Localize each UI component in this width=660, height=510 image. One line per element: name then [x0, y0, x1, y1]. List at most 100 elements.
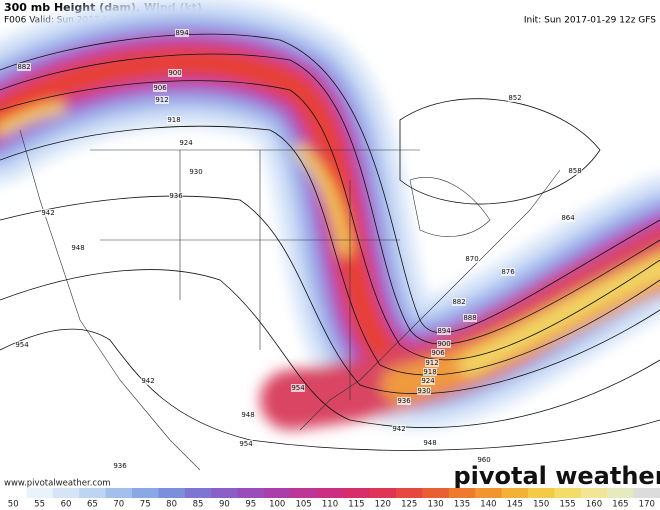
colorbar-swatch	[580, 488, 608, 498]
contour-label-bg	[421, 377, 435, 385]
contour-label-bg	[291, 384, 305, 392]
colorbar-swatch	[0, 488, 27, 498]
colorbar-swatch	[211, 488, 239, 498]
contour-label-bg	[568, 167, 582, 175]
colorbar-label: 160	[586, 500, 602, 510]
contour-label-bg	[423, 368, 437, 376]
contour-label: 906	[431, 349, 445, 357]
colorbar-label: 145	[507, 500, 523, 510]
colorbar-swatch	[316, 488, 344, 498]
contour-label: 924	[421, 377, 435, 385]
contour-label: 894	[437, 327, 451, 335]
contour-label-bg	[392, 425, 406, 433]
init-time: Init: Sun 2017-01-29 12z GFS	[524, 16, 656, 26]
colorbar-swatch	[343, 488, 371, 498]
watermark: pivotal weather	[453, 462, 660, 490]
colorbar-label: 110	[322, 500, 338, 510]
contour-label-bg	[17, 63, 31, 71]
height-contours	[0, 33, 660, 451]
contour-label-bg	[141, 377, 155, 385]
colorbar-swatch	[501, 488, 529, 498]
contour-label-bg	[189, 168, 203, 176]
colorbar-swatch	[369, 488, 397, 498]
colorbar-swatch	[26, 488, 54, 498]
colorbar-label: 85	[193, 500, 204, 510]
contour-label-bg	[113, 462, 127, 470]
contour-label: 930	[189, 168, 202, 176]
contour-label: 876	[501, 268, 515, 276]
contour-label: 912	[425, 359, 438, 367]
colorbar-label: 60	[61, 500, 72, 510]
colorbar-swatch	[607, 488, 635, 498]
wind-shading	[0, 0, 660, 430]
colorbar-swatch	[105, 488, 133, 498]
contour-label: 942	[392, 425, 405, 433]
contour-label: 936	[397, 397, 411, 405]
colorbar-label: 155	[559, 500, 575, 510]
colorbar-label: 65	[87, 500, 98, 510]
contour-label-bg	[417, 387, 431, 395]
colorbar-label: 130	[427, 500, 443, 510]
contour-label: 900	[168, 69, 181, 77]
contour-label: 948	[241, 411, 254, 419]
contour-label-bg	[431, 349, 445, 357]
colorbar-label: 90	[219, 500, 230, 510]
contour-label-bg	[153, 84, 167, 92]
contour-label-bg	[477, 456, 491, 464]
contour-label: 858	[568, 167, 581, 175]
colorbar-swatch	[158, 488, 186, 498]
colorbar-label: 135	[454, 500, 470, 510]
contour-label-bg	[179, 139, 193, 147]
contour-label: 906	[153, 84, 167, 92]
colorbar-swatch	[396, 488, 423, 498]
contour-label: 942	[141, 377, 154, 385]
contour-label: 900	[437, 340, 450, 348]
contour-label: 954	[291, 384, 305, 392]
colorbar-swatch	[554, 488, 582, 498]
website: www.pivotalweather.com	[4, 479, 111, 489]
colorbar-swatch	[52, 488, 80, 498]
colorbar-label: 75	[140, 500, 151, 510]
contour-label-bg	[239, 440, 253, 448]
contour-label: 912	[155, 96, 168, 104]
colorbar-label: 70	[113, 500, 124, 510]
contour-label: 936	[113, 462, 127, 470]
contour-label: 924	[179, 139, 193, 147]
map: 8828949009069129189249309369429489548528…	[0, 0, 660, 488]
contour-label-bg	[175, 29, 189, 37]
contour-label: 954	[15, 341, 29, 349]
colorbar-swatch	[79, 488, 107, 498]
contour-label: 918	[423, 368, 436, 376]
colorbar: 50 55 60 65 70 75 80 85 90 95 100 105 110 115 120 125 13…	[0, 488, 660, 510]
colorbar-label: 95	[245, 500, 256, 510]
contour-label: 864	[561, 214, 575, 222]
contour-label-bg	[71, 244, 85, 252]
contour-label-bg	[465, 255, 479, 263]
contour-label-bg	[168, 69, 182, 77]
contour-label-bg	[15, 341, 29, 349]
contour-label-bg	[155, 96, 169, 104]
colorbar-label: 170	[639, 500, 655, 510]
contour-label: 894	[175, 29, 189, 37]
contour-label-bg	[561, 214, 575, 222]
contour-label: 852	[508, 94, 521, 102]
colorbar-swatch	[264, 488, 291, 498]
contour-label-bg	[452, 298, 466, 306]
colorbar-label: 125	[401, 500, 417, 510]
colorbar-swatch	[528, 488, 555, 498]
contour-label-bg	[437, 327, 451, 335]
colorbar-label: 80	[166, 500, 177, 510]
colorbar-label: 140	[480, 500, 496, 510]
colorbar-label: 55	[34, 500, 45, 510]
contour-label: 870	[465, 255, 478, 263]
colorbar-label: 120	[375, 500, 391, 510]
contour-label: 936	[169, 192, 183, 200]
colorbar-label: 165	[612, 500, 628, 510]
colorbar-label: 100	[269, 500, 285, 510]
contour-label-bg	[397, 397, 411, 405]
contour-label: 960	[477, 456, 490, 464]
contour-label: 882	[452, 298, 465, 306]
contour-label-bg	[169, 192, 183, 200]
colorbar-label: 105	[295, 500, 311, 510]
